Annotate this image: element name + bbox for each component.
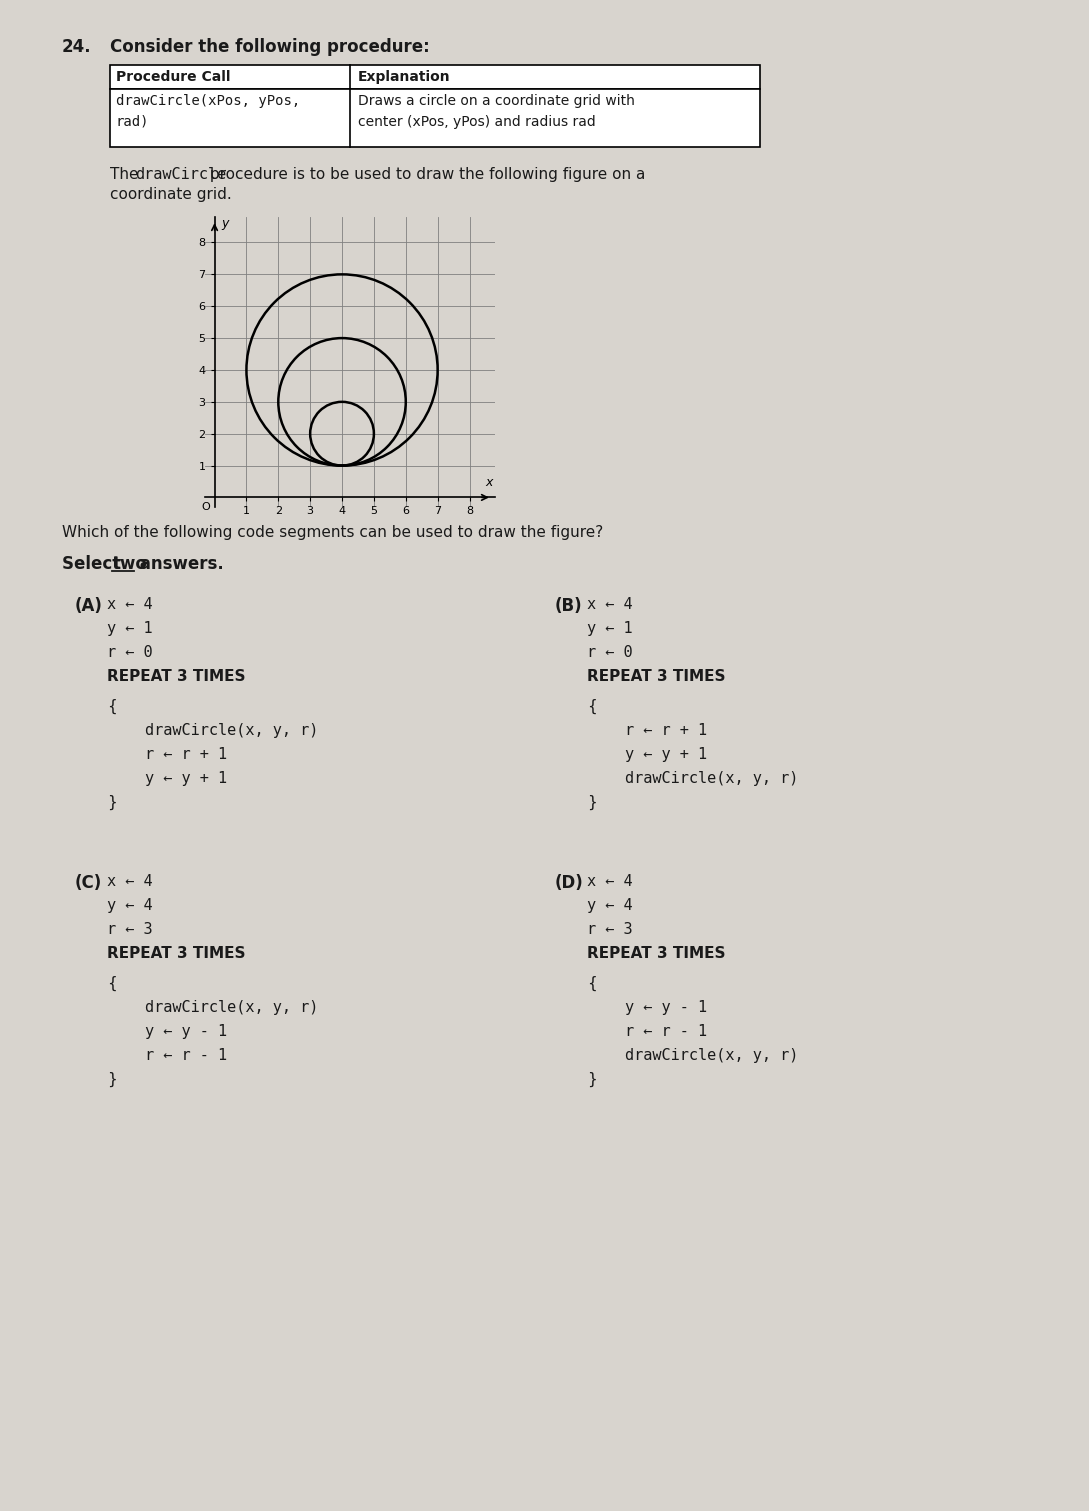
Text: y ← 4: y ← 4 (587, 898, 633, 913)
Text: Consider the following procedure:: Consider the following procedure: (110, 38, 430, 56)
Text: (C): (C) (75, 873, 102, 891)
Text: y ← 1: y ← 1 (587, 621, 633, 636)
Text: x ← 4: x ← 4 (107, 873, 152, 888)
Text: y ← 4: y ← 4 (107, 898, 152, 913)
Text: drawCircle(x, y, r): drawCircle(x, y, r) (625, 1049, 798, 1064)
Text: REPEAT 3 TIMES: REPEAT 3 TIMES (107, 946, 245, 961)
Text: drawCircle: drawCircle (135, 168, 227, 181)
Text: r ← r - 1: r ← r - 1 (145, 1049, 228, 1064)
Text: Which of the following code segments can be used to draw the figure?: Which of the following code segments can… (62, 524, 603, 539)
Text: {: { (587, 700, 597, 715)
Text: {: { (587, 976, 597, 991)
Text: two: two (112, 555, 147, 573)
Text: Explanation: Explanation (358, 70, 451, 85)
Text: }: } (107, 795, 117, 810)
Text: Select: Select (62, 555, 126, 573)
Text: x: x (485, 476, 492, 490)
Text: O: O (201, 502, 210, 512)
Bar (110, 65, 760, 89)
Text: answers.: answers. (134, 555, 223, 573)
Text: Draws a circle on a coordinate grid with
center (xPos, yPos) and radius rad: Draws a circle on a coordinate grid with… (358, 94, 635, 128)
Text: {: { (107, 700, 117, 715)
Text: drawCircle(x, y, r): drawCircle(x, y, r) (625, 771, 798, 786)
Text: x ← 4: x ← 4 (107, 597, 152, 612)
Text: y ← y + 1: y ← y + 1 (145, 771, 228, 786)
Text: r ← 3: r ← 3 (587, 922, 633, 937)
Text: (A): (A) (75, 597, 102, 615)
Text: r ← r + 1: r ← r + 1 (625, 722, 707, 737)
Text: r ← r - 1: r ← r - 1 (625, 1024, 707, 1040)
Text: drawCircle(x, y, r): drawCircle(x, y, r) (145, 722, 318, 737)
Text: REPEAT 3 TIMES: REPEAT 3 TIMES (587, 669, 725, 684)
Text: y ← y + 1: y ← y + 1 (625, 746, 707, 762)
Text: 24.: 24. (62, 38, 91, 56)
Text: }: } (587, 795, 597, 810)
Text: x ← 4: x ← 4 (587, 597, 633, 612)
Text: (B): (B) (555, 597, 583, 615)
Text: r ← 0: r ← 0 (107, 645, 152, 660)
Text: r ← 3: r ← 3 (107, 922, 152, 937)
Text: drawCircle(xPos, yPos,
rad): drawCircle(xPos, yPos, rad) (117, 94, 301, 128)
Text: y ← y - 1: y ← y - 1 (145, 1024, 228, 1040)
Text: y: y (221, 218, 229, 230)
Text: {: { (107, 976, 117, 991)
Text: y ← y - 1: y ← y - 1 (625, 1000, 707, 1015)
Text: The: The (110, 168, 144, 181)
Text: REPEAT 3 TIMES: REPEAT 3 TIMES (587, 946, 725, 961)
Text: drawCircle(x, y, r): drawCircle(x, y, r) (145, 1000, 318, 1015)
Bar (110, 89, 760, 147)
Text: x ← 4: x ← 4 (587, 873, 633, 888)
Text: coordinate grid.: coordinate grid. (110, 187, 232, 202)
Text: }: } (107, 1071, 117, 1088)
Text: (D): (D) (555, 873, 584, 891)
Text: Procedure Call: Procedure Call (117, 70, 231, 85)
Text: procedure is to be used to draw the following figure on a: procedure is to be used to draw the foll… (205, 168, 645, 181)
Text: r ← 0: r ← 0 (587, 645, 633, 660)
Text: REPEAT 3 TIMES: REPEAT 3 TIMES (107, 669, 245, 684)
Text: }: } (587, 1071, 597, 1088)
Text: y ← 1: y ← 1 (107, 621, 152, 636)
Text: r ← r + 1: r ← r + 1 (145, 746, 228, 762)
